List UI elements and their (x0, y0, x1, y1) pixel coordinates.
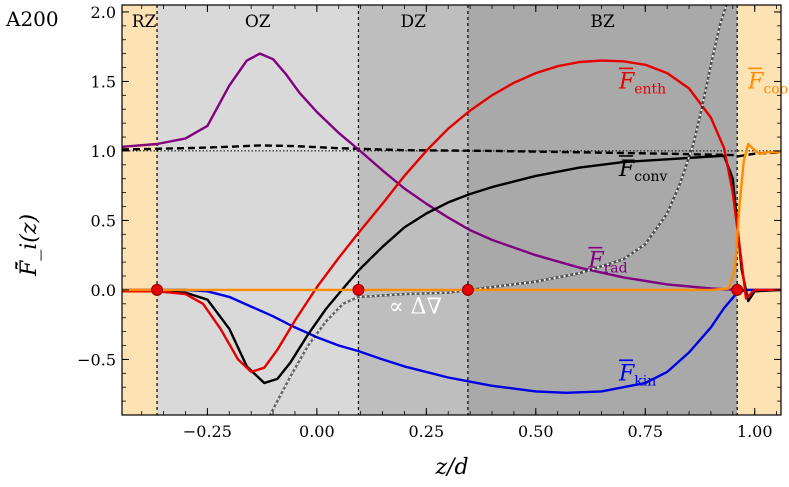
boundary-marker-1 (352, 283, 365, 296)
curves-layer (122, 5, 781, 415)
y-tick-label: 1.5 (91, 72, 116, 91)
panel-label: A200 (5, 7, 59, 31)
y-tick-label: 0.0 (91, 281, 116, 300)
boundary-marker-2 (461, 283, 474, 296)
y-tick-label: 0.5 (91, 211, 116, 230)
zone-label-rz: RZ (132, 12, 157, 32)
series-line-f-kin (122, 288, 781, 394)
boundary-marker-0 (151, 283, 164, 296)
x-tick-label: 1.00 (737, 422, 773, 441)
y-tick-label: −0.5 (77, 350, 116, 369)
zone-label-oz: OZ (245, 12, 271, 32)
boundary-marker-3 (731, 283, 744, 296)
zone-dz (358, 5, 468, 415)
x-tick-label: 0.25 (409, 422, 445, 441)
zone-bz (467, 5, 738, 415)
y-axis-label: F̃̄_i(z) (15, 214, 42, 277)
zone-label-dz: DZ (400, 12, 426, 32)
axis-ticks: −0.25 0.00 0.25 0.50 0.75 1.00 −0.5 0.0 0.5 1.0 1.… (77, 3, 781, 441)
zone-oz (157, 5, 359, 415)
series-line-f-total (122, 144, 781, 158)
y-tick-label: 1.0 (91, 142, 116, 161)
series-line-f-enth (122, 59, 781, 374)
label-f-cool: Fcool (747, 69, 789, 97)
zone-rz (122, 5, 158, 415)
label-f-conv: Fconv (618, 157, 668, 185)
series-line-f-cool (122, 142, 781, 292)
series-line-f-rad (122, 52, 781, 292)
series-line-propto-delta-nabla (269, 5, 728, 415)
x-tick-label: 0.00 (299, 422, 335, 441)
x-tick-label: 0.75 (627, 422, 663, 441)
zones-layer: RZ OZ DZ BZ (122, 5, 781, 415)
curve-labels: Frad Fenth Fconv Fkin Fcool ∝ Δ∇ (389, 67, 789, 389)
zone-upper-rz (737, 5, 781, 415)
x-tick-label: 0.50 (518, 422, 554, 441)
label-f-rad: Frad (587, 249, 627, 277)
zone-label-bz: BZ (590, 12, 614, 32)
y-tick-label: 2.0 (91, 3, 116, 22)
label-f-enth: Fenth (618, 69, 666, 97)
boundary-markers (151, 283, 744, 296)
label-f-kin: Fkin (618, 361, 656, 389)
x-axis-label: z/d (434, 455, 468, 480)
x-tick-label: −0.25 (183, 422, 232, 441)
label-propto-delta-nabla: ∝ Δ∇ (389, 295, 442, 320)
plot-frame (121, 4, 782, 416)
